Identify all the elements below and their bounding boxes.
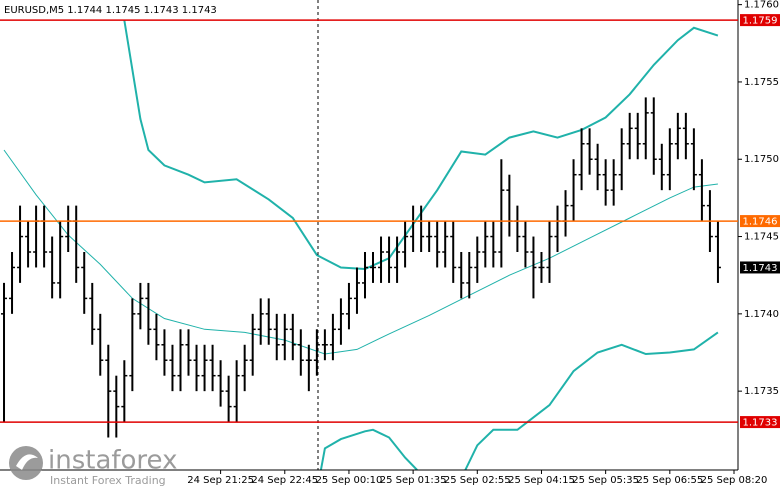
- plot-area: [1, 19, 721, 470]
- band-line: [464, 331, 719, 470]
- band-line: [3, 149, 718, 355]
- x-tick-label: 24 Sep 21:25: [187, 475, 254, 486]
- level-label-box: [740, 416, 780, 429]
- x-tick-label: 25 Sep 08:20: [701, 475, 768, 486]
- x-tick-label: 25 Sep 05:35: [572, 475, 639, 486]
- x-tick-label: 25 Sep 04:15: [508, 475, 575, 486]
- x-tick-label: 24 Sep 22:45: [251, 475, 318, 486]
- watermark-brand: instaforex: [48, 446, 177, 476]
- current-price-label: 1.1743: [743, 263, 778, 274]
- watermark: instaforex Instant Forex Trading: [9, 446, 177, 487]
- level-label: 1.1759: [743, 16, 778, 27]
- y-tick-label: 1.1740: [744, 309, 779, 320]
- band-line: [319, 428, 418, 470]
- x-tick-label: 25 Sep 02:55: [444, 475, 511, 486]
- y-tick-label: 1.1755: [744, 77, 779, 88]
- watermark-logo-swoosh: [16, 454, 38, 470]
- x-tick-label: 25 Sep 01:35: [380, 475, 447, 486]
- level-label-box: [740, 14, 780, 27]
- watermark-logo: [9, 446, 43, 480]
- x-tick-label: 25 Sep 00:10: [316, 475, 383, 486]
- level-label: 1.1733: [743, 418, 778, 429]
- level-label-box: [740, 215, 780, 228]
- current-price-box: [740, 261, 780, 274]
- y-tick-label: 1.1735: [744, 386, 779, 397]
- y-tick-label: 1.1760: [744, 0, 779, 11]
- chart-title: EURUSD,M5 1.1744 1.1745 1.1743 1.1743: [4, 5, 217, 16]
- watermark-tagline: Instant Forex Trading: [50, 474, 166, 487]
- y-tick-label: 1.1750: [744, 154, 779, 165]
- level-label: 1.1746: [743, 217, 778, 228]
- x-tick-label: 25 Sep 06:55: [636, 475, 703, 486]
- y-tick-label: 1.1745: [744, 232, 779, 243]
